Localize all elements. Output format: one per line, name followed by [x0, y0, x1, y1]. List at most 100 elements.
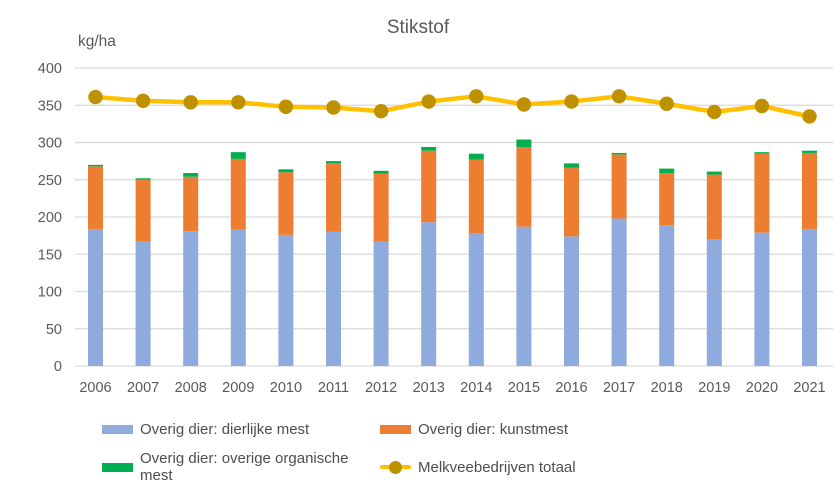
bar-segment — [88, 164, 103, 167]
legend-label: Overig dier: dierlijke mest — [140, 421, 310, 438]
line-marker — [373, 104, 389, 119]
line-marker — [326, 100, 341, 115]
line-marker — [659, 96, 674, 111]
x-tick-label: 2018 — [651, 380, 683, 396]
bar-segment — [611, 154, 627, 219]
bar-segment — [754, 152, 770, 154]
y-tick-label: 100 — [38, 285, 62, 301]
bar-segment — [802, 152, 817, 229]
x-tick-label: 2008 — [175, 380, 207, 396]
bar-segment — [468, 233, 484, 366]
bar-segment — [516, 146, 532, 227]
bar-segment — [230, 158, 246, 230]
bar-segment — [278, 234, 294, 366]
bar-segment — [326, 161, 341, 164]
y-axis-tick-labels: 0 50 100 150 200 250 300 350 400 — [38, 61, 62, 375]
bar-segment — [135, 179, 151, 242]
bar-series — [88, 139, 817, 366]
bar-segment — [564, 167, 579, 237]
line-series — [88, 89, 817, 124]
line-marker — [707, 104, 722, 120]
bar-segment — [468, 153, 484, 160]
line-marker — [88, 89, 103, 105]
bar-segment — [564, 236, 579, 366]
legend-color-swatch — [102, 462, 133, 472]
x-tick-label: 2010 — [270, 380, 302, 396]
legend-item: Overig dier: dierlijke mest — [102, 421, 380, 438]
y-tick-label: 350 — [38, 98, 62, 114]
bar-segment — [421, 146, 437, 151]
legend-color-swatch — [380, 425, 411, 434]
legend-item: Overig dier: overige organische mest — [102, 450, 380, 484]
bar-segment — [611, 152, 627, 155]
line-path — [93, 94, 812, 119]
x-tick-label: 2019 — [698, 380, 730, 396]
line-marker — [564, 94, 579, 109]
x-tick-label: 2020 — [746, 380, 778, 396]
x-tick-label: 2014 — [460, 380, 492, 396]
y-tick-label: 300 — [38, 136, 62, 152]
legend-label: Overig dier: overige organische mest — [140, 450, 349, 484]
bar-segment — [802, 150, 817, 153]
chart-plot-area: Stikstof kg/ha 050100150200250300350400 … — [38, 17, 833, 396]
line-marker — [802, 109, 817, 124]
x-tick-label: 2013 — [413, 380, 445, 396]
line-marker — [469, 89, 484, 104]
bar-segment — [611, 218, 627, 366]
y-axis-unit-label: kg/ha — [78, 33, 116, 50]
bar-segment — [421, 150, 437, 223]
y-tick-label: 200 — [38, 210, 62, 226]
bar-segment — [802, 228, 817, 366]
bar-segment — [421, 222, 437, 366]
legend-label: Melkveebedrijven totaal — [418, 458, 576, 476]
x-tick-label: 2016 — [555, 380, 587, 396]
gridlines — [75, 67, 833, 367]
bar-segment — [278, 169, 294, 173]
line-marker — [135, 93, 151, 108]
bar-segment — [183, 176, 199, 232]
bar-segment — [373, 170, 389, 174]
bar-segment — [135, 178, 151, 180]
bar-segment — [659, 168, 675, 174]
legend-label: Overig dier: kunstmest — [418, 421, 569, 438]
bar-segment — [88, 166, 103, 229]
bar-segment — [88, 228, 103, 366]
x-tick-label: 2011 — [318, 380, 349, 396]
chart-title: Stikstof — [387, 17, 450, 38]
line-marker — [278, 99, 294, 114]
x-tick-label: 2009 — [222, 380, 254, 396]
bar-segment — [516, 226, 532, 366]
x-tick-label: 2012 — [365, 380, 397, 396]
x-tick-label: 2006 — [79, 380, 111, 396]
y-tick-label: 400 — [38, 61, 62, 77]
y-tick-label: 50 — [46, 322, 62, 338]
bar-segment — [706, 174, 722, 240]
line-marker — [421, 94, 436, 109]
bar-segment — [230, 229, 246, 366]
bar-segment — [373, 241, 389, 366]
x-tick-label: 2021 — [793, 380, 825, 396]
bar-segment — [183, 231, 199, 366]
legend-color-swatch — [102, 425, 133, 434]
bar-segment — [659, 225, 675, 366]
bar-segment — [706, 171, 722, 175]
bar-segment — [754, 232, 770, 366]
bar-segment — [135, 241, 151, 366]
bar-segment — [326, 163, 341, 232]
bar-segment — [564, 163, 579, 168]
line-marker — [516, 97, 532, 112]
x-axis-tick-labels: 2006 2007 2008 2009 2010 2011 2012 2013 2014 2015… — [79, 380, 825, 396]
y-tick-label: 250 — [38, 173, 62, 189]
x-tick-label: 2015 — [508, 380, 540, 396]
x-tick-label: 2007 — [127, 380, 159, 396]
bar-segment — [278, 172, 294, 235]
legend-item: Overig dier: kunstmest — [380, 421, 840, 438]
bar-segment — [183, 173, 199, 177]
bar-segment — [468, 159, 484, 234]
bar-segment — [230, 152, 246, 159]
line-marker — [611, 89, 627, 104]
line-marker — [231, 95, 246, 110]
chart-legend: Overig dier: dierlijke mest Overig dier: … — [0, 421, 840, 484]
line-marker — [183, 95, 198, 110]
